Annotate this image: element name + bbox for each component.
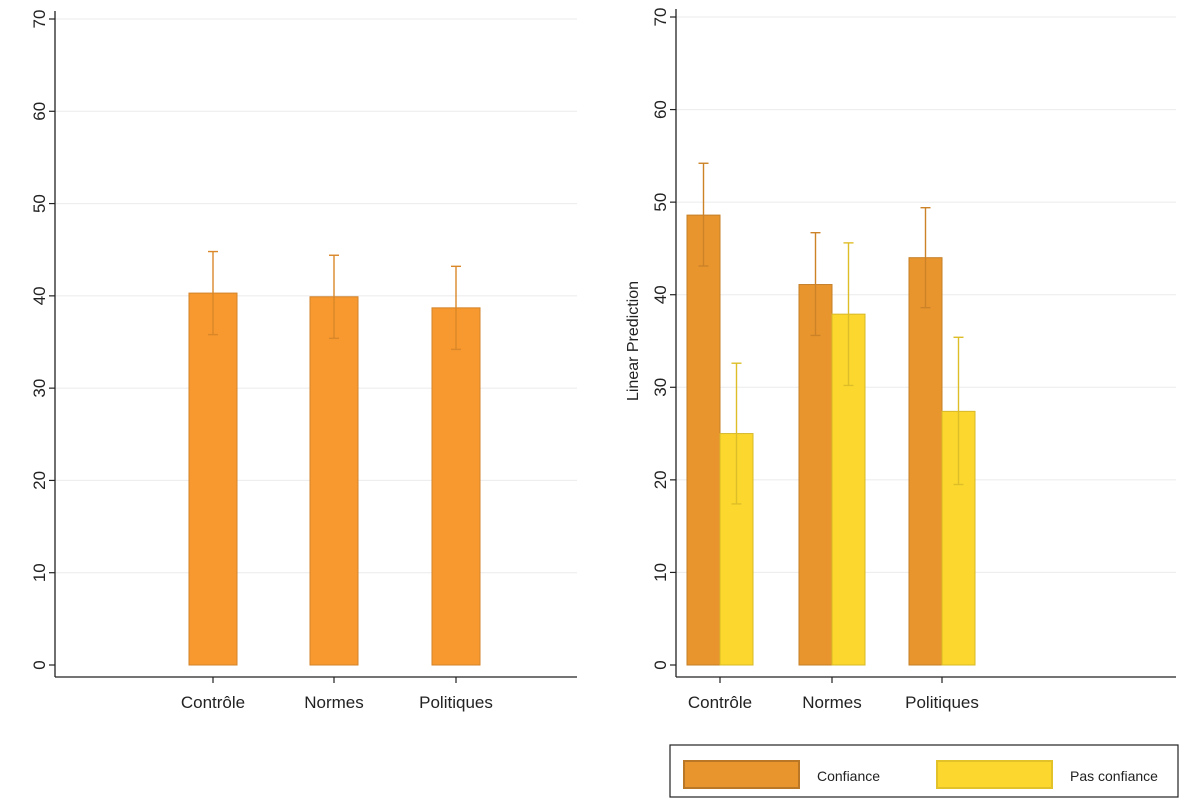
legend-swatch-pas-confiance — [936, 760, 1053, 789]
y-tick-label: 50 — [30, 194, 49, 213]
y-tick-label: 10 — [651, 563, 670, 582]
y-tick-label: 40 — [651, 285, 670, 304]
category-label: Contrôle — [181, 693, 245, 712]
y-tick-label: 20 — [30, 471, 49, 490]
category-label: Normes — [802, 693, 862, 712]
legend-label-pas-confiance: Pas confiance — [1070, 768, 1158, 784]
y-tick-label: 60 — [651, 100, 670, 119]
chart-right: 0 10 20 30 40 50 60 70 Contrôle Normes Politiques — [651, 8, 1176, 712]
y-tick-label: 70 — [651, 8, 670, 27]
y-tick-label: 40 — [30, 286, 49, 305]
legend: Confiance Pas confiance — [669, 744, 1179, 798]
y-tick-label: 70 — [30, 10, 49, 29]
y-tick-label: 60 — [30, 102, 49, 121]
y-tick-label: 0 — [30, 660, 49, 669]
bar — [798, 284, 833, 666]
category-label: Politiques — [905, 693, 979, 712]
bar — [686, 214, 721, 666]
y-tick-label: 30 — [651, 378, 670, 397]
bar — [309, 296, 359, 666]
y-tick-label: 50 — [651, 193, 670, 212]
bar — [431, 307, 481, 666]
bar — [188, 292, 238, 666]
category-label: Contrôle — [688, 693, 752, 712]
category-label: Politiques — [419, 693, 493, 712]
chart-left: 0 10 20 30 40 50 60 70 Contrôle Normes Politiques — [30, 10, 577, 712]
legend-swatch-confiance — [683, 760, 800, 789]
category-label: Normes — [304, 693, 364, 712]
y-tick-label: 30 — [30, 379, 49, 398]
y-tick-label: 10 — [30, 563, 49, 582]
legend-label-confiance: Confiance — [817, 768, 880, 784]
y-tick-label: 20 — [651, 470, 670, 489]
y-tick-label: 0 — [651, 660, 670, 669]
bar — [908, 257, 943, 666]
y-axis-label-right: Linear Prediction — [625, 281, 642, 401]
